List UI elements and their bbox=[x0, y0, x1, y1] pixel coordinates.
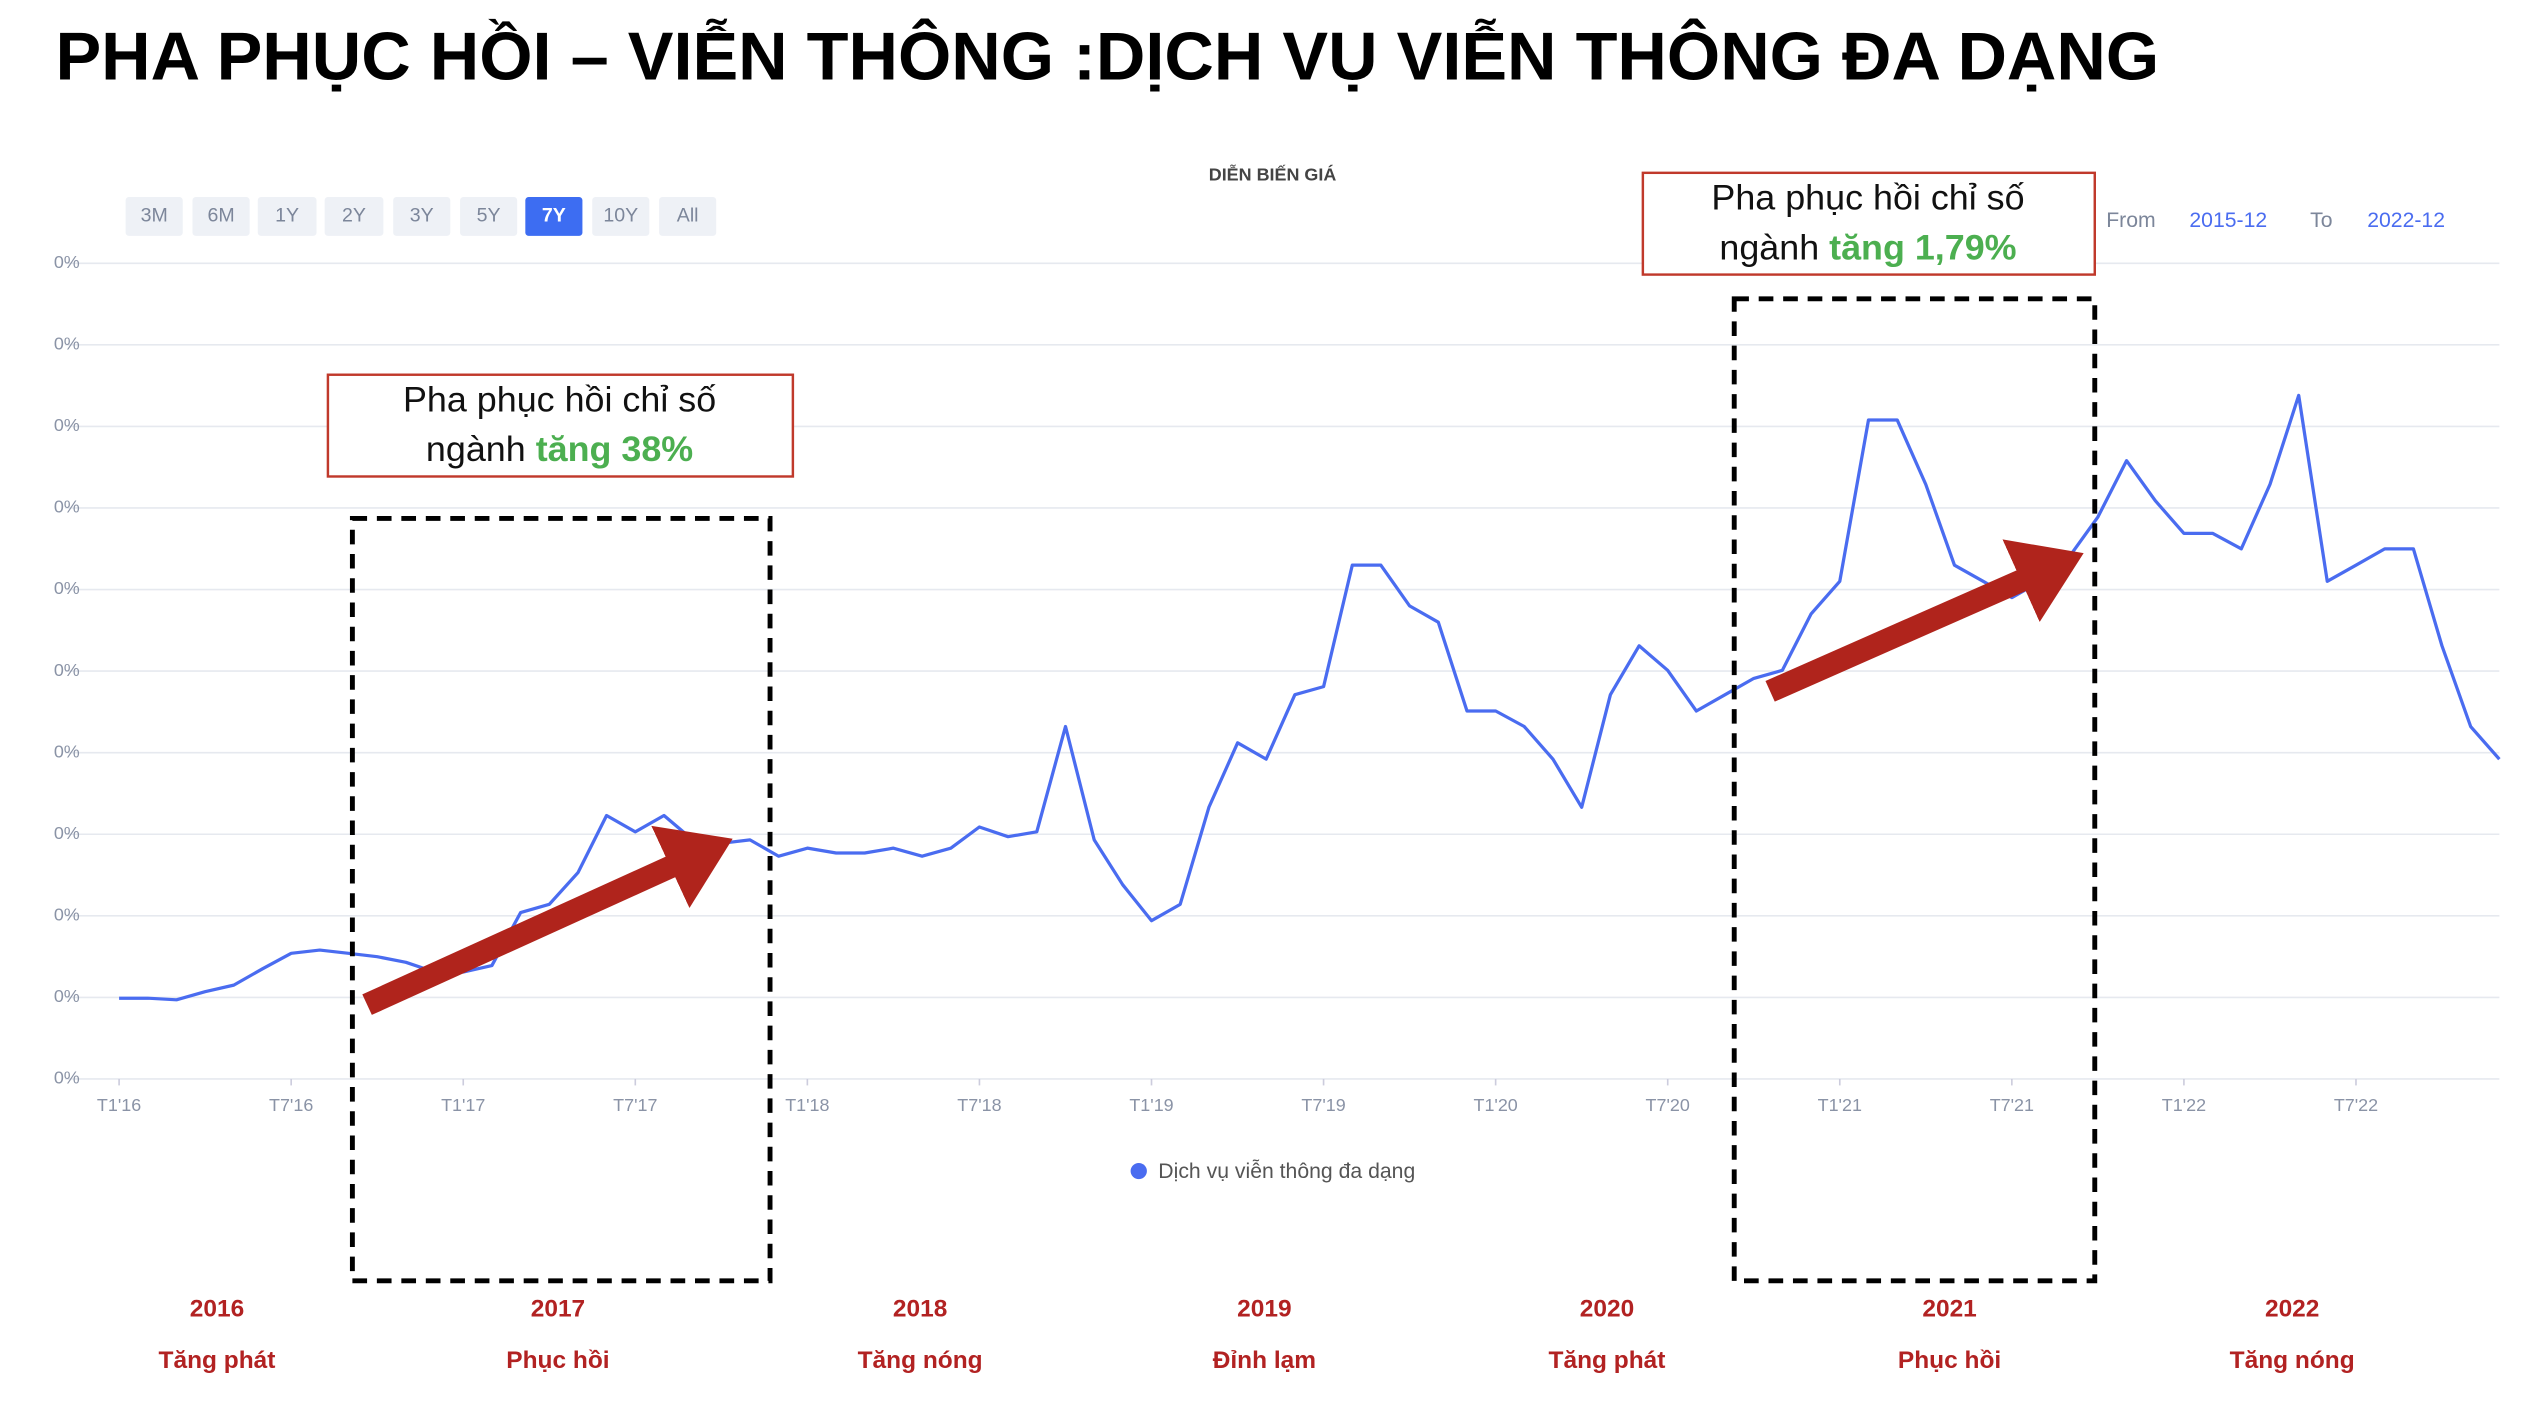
y-tick-label: 0% bbox=[54, 823, 80, 843]
phase-year: 2019 bbox=[1237, 1295, 1291, 1322]
annotation-box bbox=[1641, 171, 2096, 276]
phase-year: 2016 bbox=[190, 1295, 244, 1322]
phase-label: Tăng nóng bbox=[858, 1347, 983, 1374]
range-button-label[interactable]: 10Y bbox=[603, 205, 638, 227]
x-tick-label: T7'20 bbox=[1646, 1095, 1690, 1115]
plot bbox=[119, 393, 2501, 1002]
range-button-label[interactable]: All bbox=[677, 205, 699, 227]
phase-year: 2021 bbox=[1922, 1295, 1976, 1322]
x-tick-label: T7'22 bbox=[2334, 1095, 2378, 1115]
y-tick-label: 0% bbox=[54, 578, 80, 598]
phase-year: 2018 bbox=[893, 1295, 947, 1322]
annotation-highlight: tăng 38% bbox=[536, 430, 694, 470]
x-tick-label: T1'18 bbox=[785, 1095, 829, 1115]
x-tick-label: T1'17 bbox=[441, 1095, 485, 1115]
range-button[interactable] bbox=[525, 197, 583, 236]
phase-box bbox=[349, 516, 773, 1284]
range-button-label[interactable]: 3Y bbox=[410, 205, 434, 227]
phase-box bbox=[1731, 296, 2098, 1284]
x-tick-label: T7'17 bbox=[613, 1095, 657, 1115]
annotation-text: ngành bbox=[1719, 228, 1819, 268]
range-button[interactable] bbox=[592, 197, 650, 236]
x-tick-label: T1'20 bbox=[1473, 1095, 1517, 1115]
range-button-label[interactable]: 3M bbox=[141, 205, 168, 227]
y-tick-label: 0% bbox=[54, 741, 80, 761]
range-button-label[interactable]: 1Y bbox=[275, 205, 299, 227]
range-button[interactable] bbox=[393, 197, 451, 236]
annotation-text: ngành tăng 38% bbox=[426, 430, 693, 470]
legend-label: Dịch vụ viễn thông đa dạng bbox=[1158, 1160, 1415, 1183]
x-tick-label: T7'21 bbox=[1990, 1095, 2034, 1115]
line-series bbox=[119, 393, 2501, 1002]
chart-title: DIỄN BIẾN GIÁ bbox=[1209, 164, 1337, 185]
x-tick-label: T1'22 bbox=[2162, 1095, 2206, 1115]
legend-swatch bbox=[1130, 1162, 1147, 1180]
y-tick-label: 0% bbox=[54, 1068, 80, 1088]
range-button[interactable] bbox=[659, 197, 717, 236]
phase-label: Đỉnh lạm bbox=[1213, 1347, 1316, 1374]
annotation-box bbox=[326, 373, 795, 478]
x-tick-label: T1'19 bbox=[1129, 1095, 1173, 1115]
controls: 3M 6M 1Y 2Y 3Y 5Y 7Y 10Y All bbox=[125, 197, 717, 236]
phase-label: Tăng phát bbox=[159, 1347, 276, 1374]
trend-arrow bbox=[362, 825, 733, 1015]
from-label: From bbox=[2106, 209, 2155, 232]
range-button[interactable] bbox=[460, 197, 518, 236]
phase-label: Phục hồi bbox=[506, 1347, 609, 1374]
to-label: To bbox=[2310, 209, 2332, 232]
phase-year: 2020 bbox=[1580, 1295, 1634, 1322]
y-tick-label: 0% bbox=[54, 497, 80, 517]
annotation-text: Pha phục hồi chỉ số bbox=[403, 380, 716, 420]
phase-year: 2017 bbox=[531, 1295, 585, 1322]
range-button[interactable] bbox=[192, 197, 250, 236]
annotation-highlight: tăng 1,79% bbox=[1829, 228, 2016, 268]
x-tick-label: T7'16 bbox=[269, 1095, 313, 1115]
phase-year: 2022 bbox=[2265, 1295, 2319, 1322]
y-tick-label: 0% bbox=[54, 252, 80, 272]
annotation-text: Pha phục hồi chỉ số bbox=[1711, 178, 2024, 218]
y-tick-label: 0% bbox=[54, 905, 80, 925]
x-tick-label: T1'21 bbox=[1818, 1095, 1862, 1115]
to-date[interactable]: 2022-12 bbox=[2367, 209, 2445, 232]
grid: 0% 0% 0% 0% 0% 0% 0% 0% 0% 0% 0% T1'16 T7'16 T1'17 T7'… bbox=[54, 252, 2500, 1115]
y-tick-label: 0% bbox=[54, 415, 80, 435]
annotation-text: ngành bbox=[426, 430, 526, 470]
annotation-text: ngành tăng 1,79% bbox=[1719, 228, 2016, 268]
phase-label: Tăng nóng bbox=[2230, 1347, 2355, 1374]
x-tick-label: T7'19 bbox=[1301, 1095, 1345, 1115]
phase-label: Tăng phát bbox=[1549, 1347, 1666, 1374]
range-button[interactable] bbox=[257, 197, 317, 236]
x-tick-label: T1'16 bbox=[97, 1095, 141, 1115]
range-button-label[interactable]: 7Y bbox=[542, 205, 566, 227]
x-tick-label: T7'18 bbox=[957, 1095, 1001, 1115]
y-tick-label: 0% bbox=[54, 334, 80, 354]
range-button-label[interactable]: 2Y bbox=[342, 205, 366, 227]
range-button[interactable] bbox=[125, 197, 183, 236]
range-button[interactable] bbox=[324, 197, 384, 236]
range-button-label[interactable]: 5Y bbox=[477, 205, 501, 227]
y-tick-label: 0% bbox=[54, 986, 80, 1006]
phases: 2016 Tăng phát 2017 Phục hồi 2018 Tăng nóng 20… bbox=[159, 1295, 2355, 1374]
range-button-label[interactable]: 6M bbox=[207, 205, 234, 227]
from-date[interactable]: 2015-12 bbox=[2189, 209, 2267, 232]
phase-label: Phục hồi bbox=[1898, 1347, 2001, 1374]
page-title: PHA PHỤC HỒI – VIỄN THÔNG :DỊCH VỤ VIỄN … bbox=[55, 18, 2159, 95]
trend-arrow bbox=[1765, 539, 2084, 702]
y-tick-label: 0% bbox=[54, 660, 80, 680]
